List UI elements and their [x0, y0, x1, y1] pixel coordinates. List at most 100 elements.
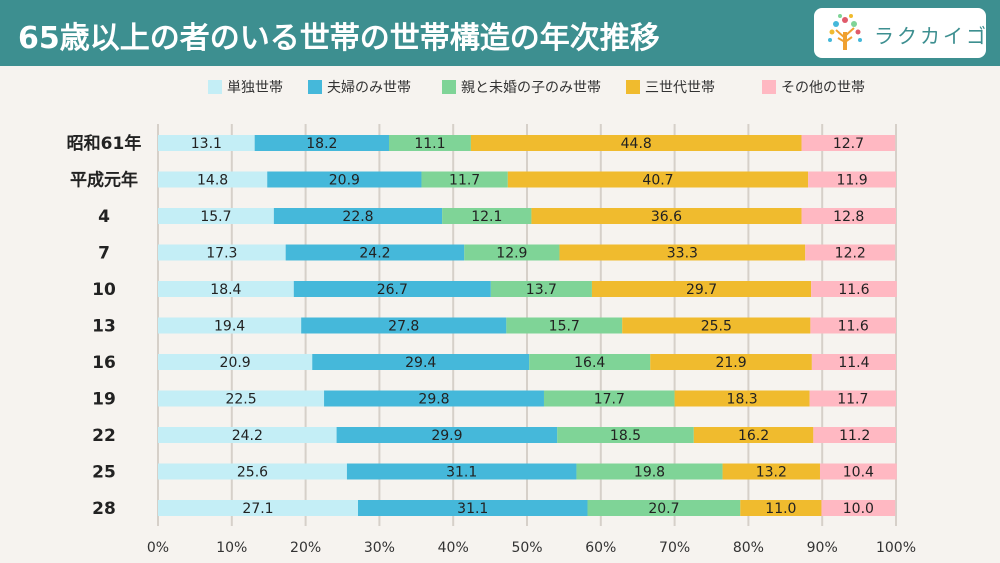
legend-swatch [208, 80, 222, 94]
data-label: 29.4 [405, 355, 436, 371]
data-label: 11.9 [837, 173, 868, 189]
bar-segment [674, 390, 810, 407]
x-tick-label: 80% [733, 540, 764, 556]
data-label: 12.9 [496, 246, 527, 262]
data-label: 17.7 [594, 392, 625, 408]
bar-segment [442, 208, 532, 224]
bar-segment [813, 427, 896, 443]
data-label: 18.5 [610, 428, 641, 444]
bar-segment [811, 354, 896, 370]
data-label: 22.8 [342, 209, 373, 225]
data-label: 10.0 [843, 501, 874, 517]
data-label: 29.9 [431, 428, 462, 444]
data-label: 11.6 [838, 282, 869, 298]
data-label: 29.7 [686, 282, 717, 298]
category-label: 16 [92, 353, 116, 373]
data-label: 15.7 [549, 319, 580, 335]
bar-segment [336, 427, 558, 443]
bar-segment [819, 463, 897, 480]
x-tick-label: 60% [585, 540, 616, 556]
data-label: 18.2 [306, 136, 337, 152]
bar-segment [324, 390, 544, 407]
x-tick-label: 10% [216, 540, 247, 556]
data-label: 31.1 [446, 465, 477, 481]
category-label: 昭和61年 [67, 133, 142, 154]
legend-label: 三世代世帯 [645, 80, 715, 96]
data-label: 12.1 [471, 209, 502, 225]
bar-segment [821, 500, 896, 516]
data-label: 11.7 [837, 392, 868, 408]
logo[interactable]: ラクカイゴ [814, 8, 986, 58]
logo-text: ラクカイゴ [874, 24, 989, 48]
x-tick-label: 100% [876, 540, 916, 556]
tree-logo-icon [828, 14, 862, 50]
stacked-bar-chart: 0% 10% 20% 30% 40% 50% 60% 70% 80% 90% 100% 単独世帯 夫婦の… [67, 79, 916, 556]
bar-segment [421, 171, 508, 188]
data-label: 16.4 [574, 355, 605, 371]
bar-segment [650, 354, 812, 370]
legend-label: その他の世帯 [781, 80, 865, 96]
data-label: 20.9 [329, 173, 360, 189]
data-label: 19.8 [634, 465, 665, 481]
data-label: 16.2 [738, 428, 769, 444]
bar-segment [158, 135, 255, 151]
bar-segment [273, 208, 443, 224]
bar-segment [388, 135, 471, 151]
legend-swatch [762, 80, 776, 94]
category-label: 19 [92, 390, 116, 410]
legend-swatch [626, 80, 640, 94]
data-label: 44.8 [621, 136, 652, 152]
bar-segment [622, 317, 811, 334]
legend-label: 親と未婚の子のみ世帯 [461, 80, 601, 96]
data-label: 29.8 [418, 392, 449, 408]
bar-segment [357, 500, 588, 516]
data-label: 12.2 [835, 246, 866, 262]
bar-segment [490, 281, 592, 297]
data-label: 20.9 [220, 355, 251, 371]
data-label: 11.6 [838, 319, 869, 335]
data-label: 27.8 [388, 319, 419, 335]
data-label: 25.5 [701, 319, 732, 335]
data-label: 11.2 [839, 428, 870, 444]
x-tick-label: 90% [807, 540, 838, 556]
x-tick-label: 50% [511, 540, 542, 556]
bar-segment [158, 244, 286, 261]
bar-segment [576, 463, 723, 480]
data-label: 21.9 [715, 355, 746, 371]
bar-segment [158, 463, 347, 480]
bar-segment [591, 281, 812, 297]
category-label: 13 [92, 317, 116, 337]
bar-segment [312, 354, 530, 370]
x-tick-label: 20% [290, 540, 321, 556]
bar-segment [531, 208, 802, 224]
bar-segment [808, 171, 896, 188]
page-title: 65歳以上の者のいる世帯の世帯構造の年次推移 [18, 21, 660, 56]
data-label: 22.5 [225, 392, 256, 408]
data-label: 11.7 [449, 173, 480, 189]
data-label: 18.3 [727, 392, 758, 408]
x-tick-label: 40% [438, 540, 469, 556]
data-label: 24.2 [359, 246, 390, 262]
legend-label: 夫婦のみ世帯 [327, 79, 411, 96]
bar-segment [543, 390, 675, 407]
data-label: 33.3 [667, 246, 698, 262]
data-label: 40.7 [642, 173, 673, 189]
data-label: 14.8 [197, 173, 228, 189]
bar-segment [559, 244, 806, 261]
bar-segment [158, 500, 358, 516]
data-label: 36.6 [651, 209, 682, 225]
bar-segment [470, 135, 802, 151]
data-label: 26.7 [377, 282, 408, 298]
legend-swatch [442, 80, 456, 94]
data-label: 10.4 [843, 465, 874, 481]
data-label: 13.7 [526, 282, 557, 298]
data-label: 13.1 [191, 136, 222, 152]
data-label: 15.7 [200, 209, 231, 225]
bar-segment [158, 427, 337, 443]
category-label: 10 [92, 280, 116, 300]
bar-segment [158, 317, 302, 334]
bar-segment [811, 281, 897, 297]
bar-segment [693, 427, 814, 443]
category-label: 25 [92, 463, 116, 483]
bar-segment [293, 281, 491, 297]
